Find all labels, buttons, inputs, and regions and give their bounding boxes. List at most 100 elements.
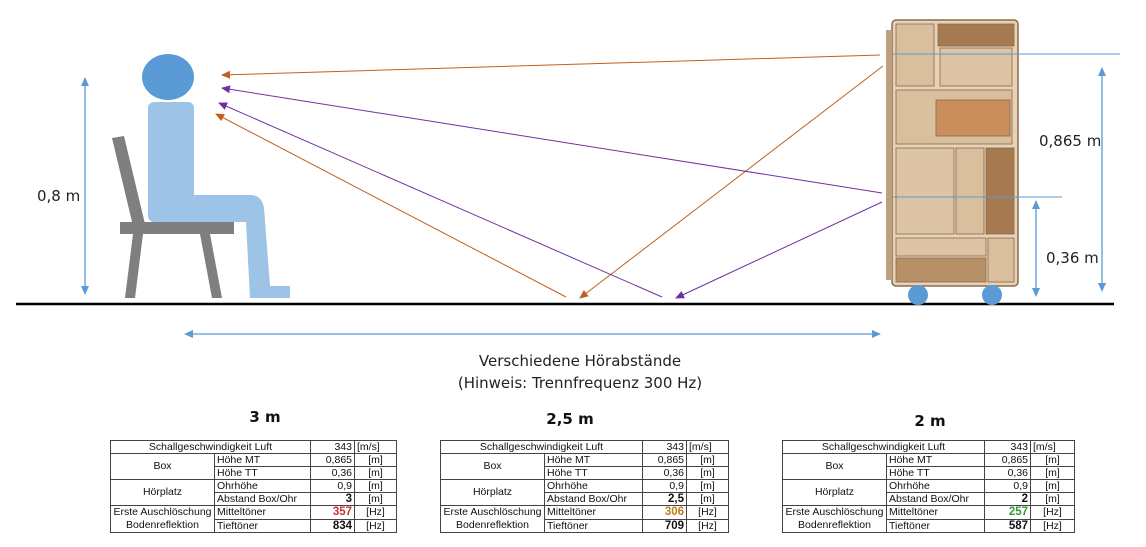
mt-height-unit: [m] [1030, 453, 1075, 467]
mid-unit: [Hz] [686, 505, 729, 520]
mt-height-unit: [m] [354, 453, 397, 467]
table-row: Schallgeschwindigkeit Luft 343 [m/s] [440, 440, 729, 454]
sound-speed-value: 343 [642, 440, 687, 454]
distance-value: 2 [984, 492, 1031, 506]
ear-height-value: 0,9 [984, 479, 1031, 493]
tt-height-value: 0,36 [310, 466, 355, 480]
mid-label: Mitteltöner [214, 505, 311, 520]
mt-height-label: Höhe MT [544, 453, 643, 467]
distance-value: 2,5 [642, 492, 687, 506]
cancel-label-line-1: Erste Auschlöschung [113, 506, 212, 519]
table-row: Hörplatz Ohrhöhe 0,9 [m] [440, 479, 729, 506]
woofer-value: 709 [642, 518, 687, 533]
distance-label: Abstand Box/Ohr [886, 492, 985, 506]
ear-height-row-label: Ohrhöhe [544, 479, 643, 493]
table-row: Tieftöner 587 [Hz] [783, 518, 1075, 533]
sound-speed-unit: [m/s] [686, 440, 729, 454]
woofer-label: Tieftöner [544, 518, 643, 533]
seat-label: Hörplatz [782, 479, 887, 506]
table-row: Schallgeschwindigkeit Luft 343 [m/s] [110, 440, 397, 454]
tt-height-unit: [m] [354, 466, 397, 480]
mid-reflection-path-down [579, 65, 884, 299]
woofer-height-label: 0,36 m [1046, 249, 1099, 267]
box-label: Box [110, 453, 215, 480]
mt-height-label: Höhe MT [886, 453, 985, 467]
woofer-direct-path [221, 85, 883, 194]
box-label: Box [782, 453, 887, 480]
mid-height-label: 0,865 m [1039, 132, 1102, 150]
table-row: Box Höhe MT 0,865 [m] [782, 453, 1075, 480]
woofer-value: 587 [984, 518, 1031, 533]
mid-direct-path [221, 54, 881, 79]
table-heading-2-5m: 2,5 m [546, 410, 594, 428]
table-row: Abstand Box/Ohr 3 [m] [111, 492, 397, 506]
ear-height-value: 0,9 [310, 479, 355, 493]
sound-speed-unit: [m/s] [1030, 440, 1075, 454]
sound-speed-value: 343 [984, 440, 1031, 454]
seat-label: Hörplatz [440, 479, 545, 506]
woofer-label: Tieftöner [886, 518, 985, 533]
caption-line-2: (Hinweis: Trennfrequenz 300 Hz) [457, 374, 703, 392]
table-row: Abstand Box/Ohr 2 [m] [783, 492, 1075, 506]
sound-speed-label: Schallgeschwindigkeit Luft [782, 440, 985, 454]
woofer-value: 834 [310, 518, 355, 533]
seat-label: Hörplatz [110, 479, 215, 506]
table-row: Erste Auschlöschung Bodenreflektion Mitt… [110, 505, 397, 533]
mid-label: Mitteltöner [544, 505, 643, 520]
sound-speed-value: 343 [310, 440, 355, 454]
caption-line-1: Verschiedene Hörabstände [478, 352, 682, 370]
mt-height-value: 0,865 [310, 453, 355, 467]
person [142, 54, 290, 298]
right-wheel [982, 285, 1002, 305]
mt-height-value: 0,865 [984, 453, 1031, 467]
table-row: Hörplatz Ohrhöhe 0,9 [m] [110, 479, 397, 506]
ear-height-unit: [m] [686, 479, 729, 493]
tt-height-value: 0,36 [984, 466, 1031, 480]
mt-height-value: 0,865 [642, 453, 687, 467]
tt-height-value: 0,36 [642, 466, 687, 480]
mt-height-unit: [m] [686, 453, 729, 467]
box-label: Box [440, 453, 545, 480]
sound-speed-unit: [m/s] [354, 440, 397, 454]
table-row: Erste Auschlöschung Bodenreflektion Mitt… [440, 505, 729, 533]
mt-height-label: Höhe MT [214, 453, 311, 467]
left-wheel [908, 285, 928, 305]
tt-height-label: Höhe TT [214, 466, 311, 480]
cancel-label: Erste Auschlöschung Bodenreflektion [782, 505, 887, 533]
cancel-label: Erste Auschlöschung Bodenreflektion [440, 505, 545, 533]
cancel-label-line-2: Bodenreflektion [798, 519, 871, 531]
chair [112, 136, 234, 298]
distance-label: Abstand Box/Ohr [544, 492, 643, 506]
table-heading-2m: 2 m [914, 412, 946, 430]
tt-height-unit: [m] [1030, 466, 1075, 480]
calc-table-3m: Schallgeschwindigkeit Luft 343 [m/s] Box… [110, 440, 397, 533]
sound-speed-label: Schallgeschwindigkeit Luft [110, 440, 311, 454]
distance-value: 3 [310, 492, 355, 506]
woofer-unit: [Hz] [686, 518, 729, 533]
mid-value: 306 [642, 505, 687, 520]
tt-height-label: Höhe TT [886, 466, 985, 480]
mid-unit: [Hz] [1030, 505, 1075, 520]
distance-unit: [m] [354, 492, 397, 506]
tt-height-label: Höhe TT [544, 466, 643, 480]
calc-table-2m: Schallgeschwindigkeit Luft 343 [m/s] Box… [782, 440, 1075, 533]
woofer-unit: [Hz] [354, 518, 397, 533]
distance-unit: [m] [686, 492, 729, 506]
mid-unit: [Hz] [354, 505, 397, 520]
ear-height-unit: [m] [1030, 479, 1075, 493]
woofer-unit: [Hz] [1030, 518, 1075, 533]
ear-height-value: 0,9 [642, 479, 687, 493]
mid-reflection-path-up [215, 113, 567, 298]
ear-height-unit: [m] [354, 479, 397, 493]
cancel-label-line-2: Bodenreflektion [126, 519, 199, 531]
speaker-cabinet [886, 19, 1019, 287]
cancel-label-line-1: Erste Auschlöschung [785, 506, 884, 519]
table-row: Abstand Box/Ohr 2,5 [m] [441, 492, 729, 506]
person-head [142, 54, 194, 100]
ear-height-row-label: Ohrhöhe [886, 479, 985, 493]
calc-table-2-5m: Schallgeschwindigkeit Luft 343 [m/s] Box… [440, 440, 729, 533]
table-row: Tieftöner 834 [Hz] [111, 518, 397, 533]
table-row: Erste Auschlöschung Bodenreflektion Mitt… [782, 505, 1075, 533]
cancel-label-line-1: Erste Auschlöschung [443, 506, 542, 519]
